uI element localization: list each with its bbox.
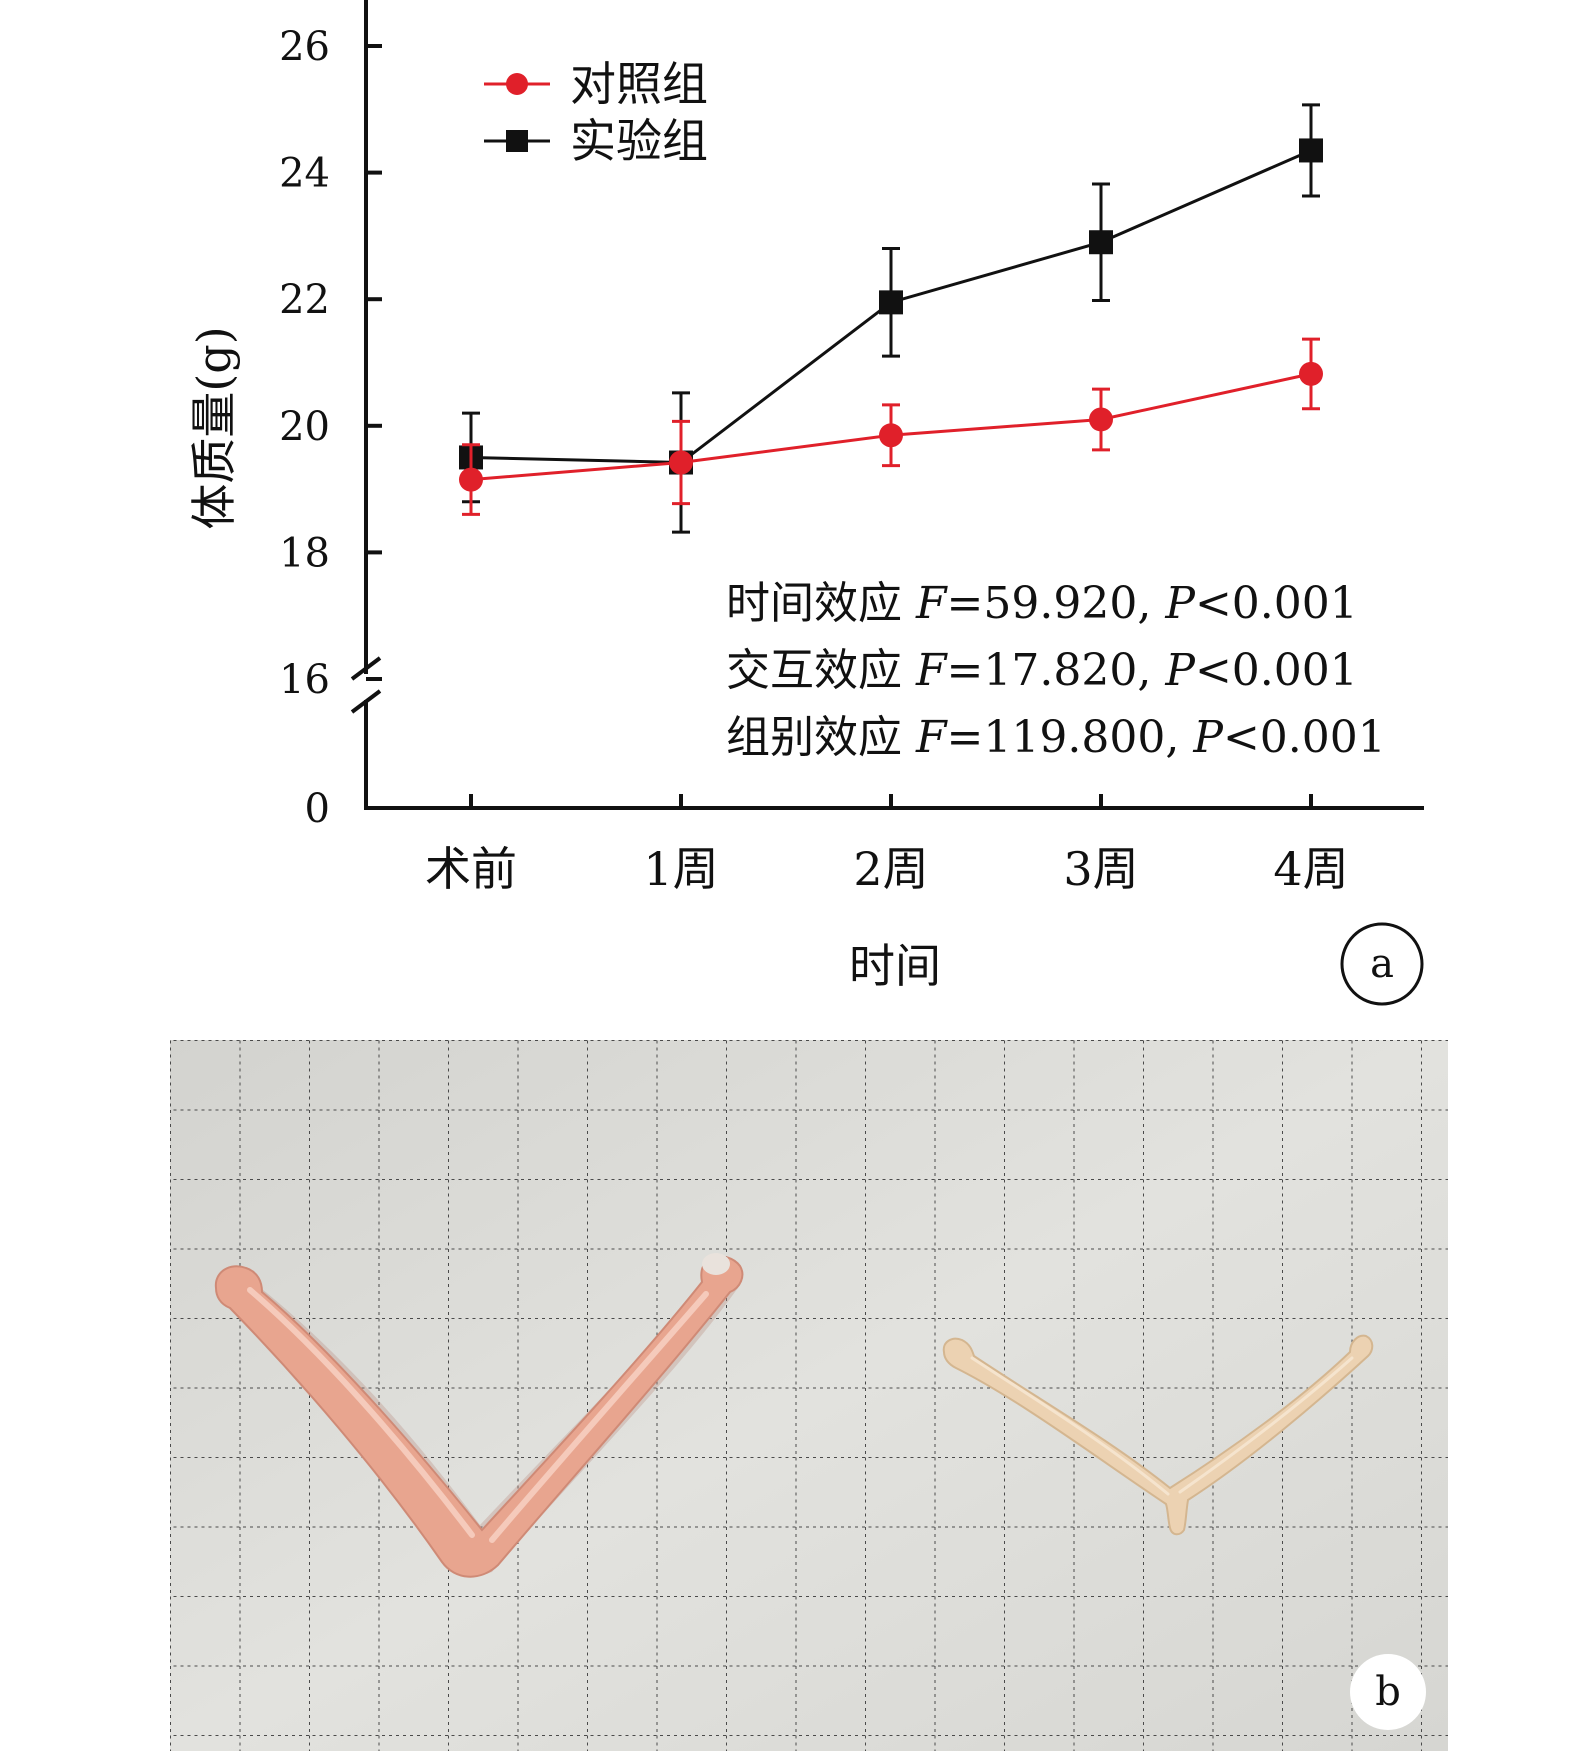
axis-break-mark-bottom: [350, 689, 382, 714]
y-axis-label: 体质量(g): [187, 326, 241, 529]
experiment-bone-highlight: [970, 1356, 1354, 1496]
panel-label-a-circle: [1340, 922, 1424, 1006]
data-point: [1089, 407, 1113, 432]
data-point: [1299, 138, 1323, 163]
data-point: [1089, 230, 1113, 255]
y-axis: 0 16 18 20 22 24 26: [279, 0, 382, 832]
legend-item-experiment: 实验组: [484, 114, 708, 168]
data-point: [459, 467, 483, 492]
x-tick-label: 术前: [425, 842, 517, 896]
y-tick-label: 26: [279, 24, 330, 70]
legend-label-experiment: 实验组: [570, 114, 708, 168]
x-tick-label: 3周: [1063, 842, 1138, 896]
y-tick-label: 20: [279, 404, 330, 450]
y-tick-label: 24: [279, 151, 330, 197]
control-bone-body: [214, 1255, 744, 1578]
data-point: [879, 290, 903, 315]
x-tick-label: 2周: [853, 842, 928, 896]
series-0: [459, 337, 1323, 516]
panel-label-a: a: [1340, 922, 1424, 1006]
annotation-group-effect: 组别效应 F=119.800, P<0.001: [726, 712, 1386, 763]
x-axis: 术前 1周 2周 3周 4周: [364, 794, 1424, 896]
bone-photo: b: [170, 1040, 1448, 1751]
axis-break-mark-top: [350, 656, 382, 681]
experiment-bone: [942, 1334, 1374, 1536]
panel-label-b: b: [1350, 1654, 1426, 1730]
annotation-interaction-effect: 交互效应 F=17.820, P<0.001: [726, 645, 1358, 696]
x-tick-label: 1周: [643, 842, 718, 896]
legend-marker-experiment: [506, 130, 528, 152]
control-bone-shadow: [222, 1270, 740, 1576]
y-tick-label: 16: [279, 657, 330, 703]
x-tick-label: 4周: [1273, 842, 1348, 896]
control-bone-cap: [702, 1253, 730, 1275]
legend-item-control: 对照组: [484, 57, 708, 111]
grid-lines: [170, 1040, 1448, 1751]
panel-label-b-text: b: [1375, 1669, 1401, 1715]
series-1: [459, 103, 1323, 534]
x-ticks: 术前 1周 2周 3周 4周: [425, 794, 1349, 896]
stat-annotations: 时间效应 F=59.920, P<0.001 交互效应 F=17.820, P<…: [726, 578, 1386, 763]
y-tick-label: 0: [305, 786, 330, 832]
control-bone-highlight: [247, 1287, 709, 1543]
panel-label-b-circle: [1350, 1654, 1426, 1730]
x-axis-label: 时间: [849, 939, 941, 993]
data-point: [1299, 361, 1323, 386]
control-bone: [214, 1253, 744, 1578]
annotation-time-effect: 时间效应 F=59.920, P<0.001: [726, 578, 1358, 629]
legend-marker-control: [506, 73, 528, 95]
legend: 对照组 实验组: [484, 57, 708, 168]
line-chart: 0 16 18 20 22 24 26 术前 1周 2周 3周 4周 时间 体质量(g) 对照组 实…: [187, 0, 1424, 1006]
legend-label-control: 对照组: [570, 57, 708, 111]
series-layer: [459, 103, 1323, 534]
y-tick-label: 22: [279, 277, 330, 323]
panel-label-a-text: a: [1370, 941, 1394, 987]
experiment-bone-body: [942, 1334, 1374, 1536]
data-point: [879, 423, 903, 448]
y-tick-label: 18: [279, 530, 330, 576]
data-point: [669, 450, 693, 475]
y-ticks: 0 16 18 20 22 24 26: [279, 24, 382, 832]
